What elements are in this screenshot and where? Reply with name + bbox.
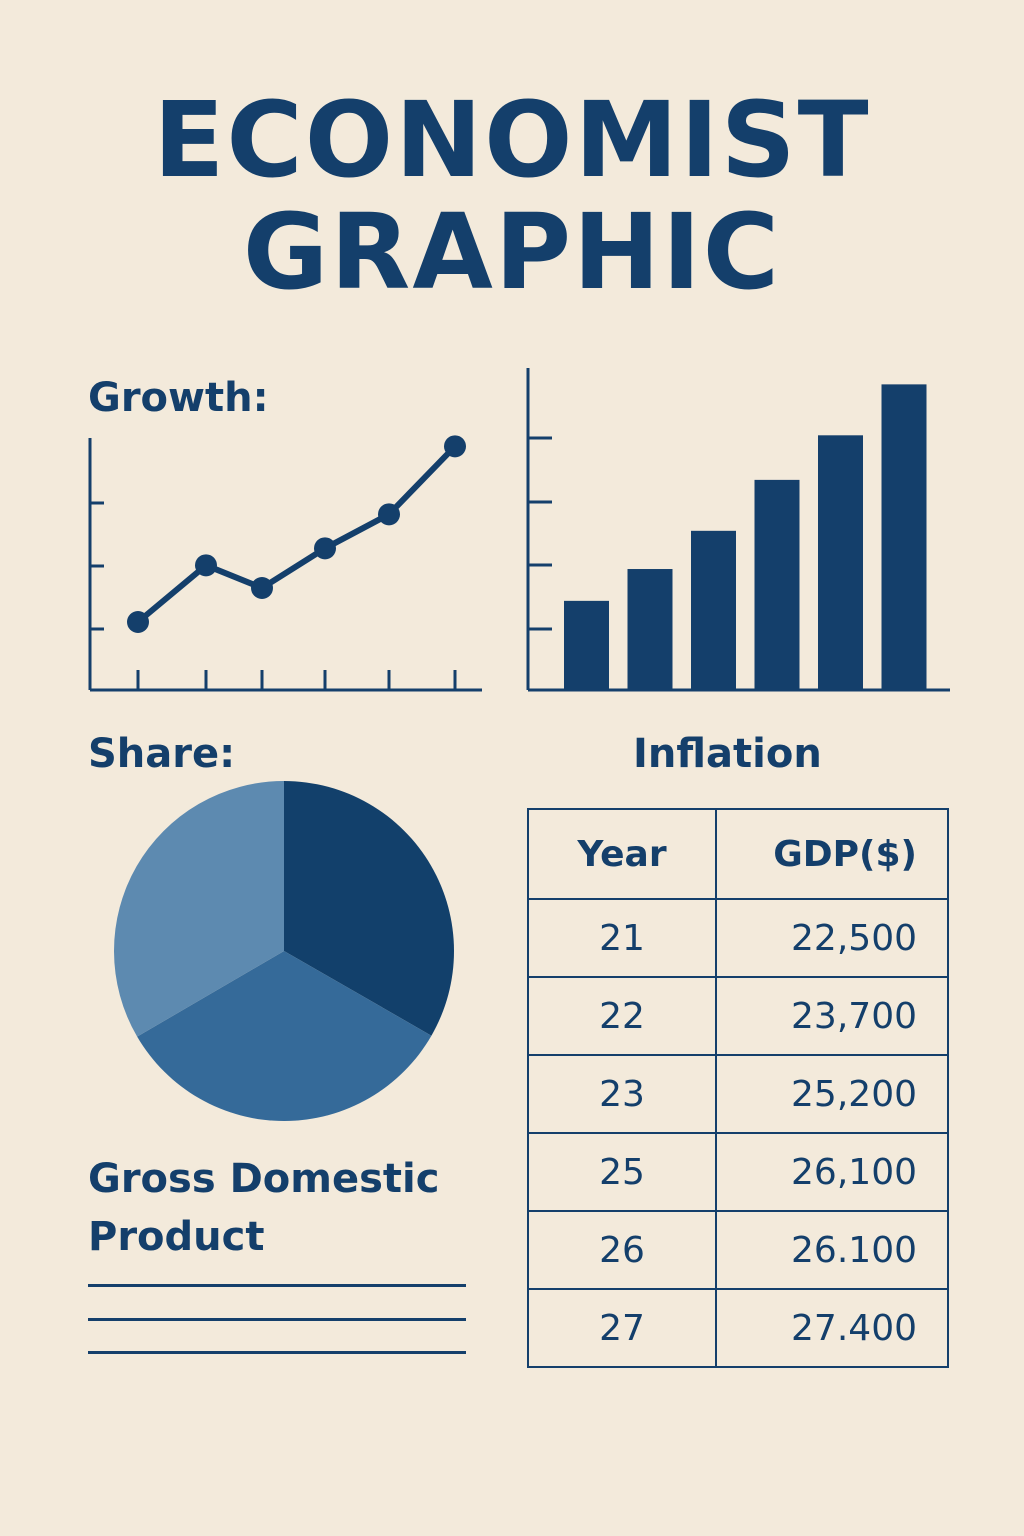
table-row: 23 25,200 bbox=[527, 1054, 949, 1134]
table-cell-gdp: 26.100 bbox=[715, 1210, 949, 1290]
table-header-row: Year GDP($) bbox=[527, 808, 949, 900]
bar bbox=[627, 569, 673, 690]
table-row: 26 26.100 bbox=[527, 1210, 949, 1290]
table-cell-year: 23 bbox=[527, 1054, 717, 1134]
data-point bbox=[444, 435, 466, 458]
bar bbox=[691, 530, 736, 690]
table-cell-year: 27 bbox=[527, 1288, 717, 1368]
data-point bbox=[195, 554, 217, 577]
table-cell-gdp: 23,700 bbox=[715, 976, 949, 1056]
pie-slice bbox=[137, 951, 432, 1121]
divider-line bbox=[88, 1351, 466, 1354]
table-cell-gdp: 25,200 bbox=[715, 1054, 949, 1134]
pie-slice bbox=[284, 781, 455, 1036]
bar bbox=[564, 600, 609, 690]
bar bbox=[818, 435, 863, 690]
table-cell-gdp: 26,100 bbox=[715, 1132, 949, 1212]
series-line bbox=[136, 444, 458, 625]
table-row: 21 22,500 bbox=[527, 898, 949, 978]
column-header-year: Year bbox=[527, 808, 717, 900]
inflation-label: Inflation bbox=[633, 731, 822, 777]
column-header-gdp: GDP($) bbox=[715, 808, 949, 900]
table-row: 22 23,700 bbox=[527, 976, 949, 1056]
data-point bbox=[127, 611, 149, 633]
table-row: 25 26,100 bbox=[527, 1132, 949, 1212]
table-cell-year: 21 bbox=[527, 898, 717, 978]
pie-slice bbox=[113, 781, 284, 1037]
bar bbox=[754, 479, 800, 690]
title-line-2: GRAPHIC bbox=[242, 191, 782, 313]
growth-label: Growth: bbox=[88, 375, 269, 421]
data-point bbox=[314, 537, 336, 560]
table-cell-year: 25 bbox=[527, 1132, 717, 1212]
divider-line bbox=[88, 1318, 466, 1321]
data-point bbox=[251, 577, 273, 599]
gdp-table: Year GDP($) 21 22,500 22 23,700 23 25,20… bbox=[527, 808, 949, 1368]
table-cell-gdp: 22,500 bbox=[715, 898, 949, 978]
table-cell-gdp: 27.400 bbox=[715, 1288, 949, 1368]
data-point bbox=[378, 503, 400, 526]
bar bbox=[881, 384, 927, 690]
share-label: Share: bbox=[88, 731, 236, 777]
table-cell-year: 26 bbox=[527, 1210, 717, 1290]
table-row: 27 27.400 bbox=[527, 1288, 949, 1368]
title-line-1: ECONOMIST bbox=[153, 79, 871, 201]
gdp-caption: Gross Domestic Product bbox=[88, 1156, 440, 1260]
table-cell-year: 22 bbox=[527, 976, 717, 1056]
divider-line bbox=[88, 1284, 466, 1287]
